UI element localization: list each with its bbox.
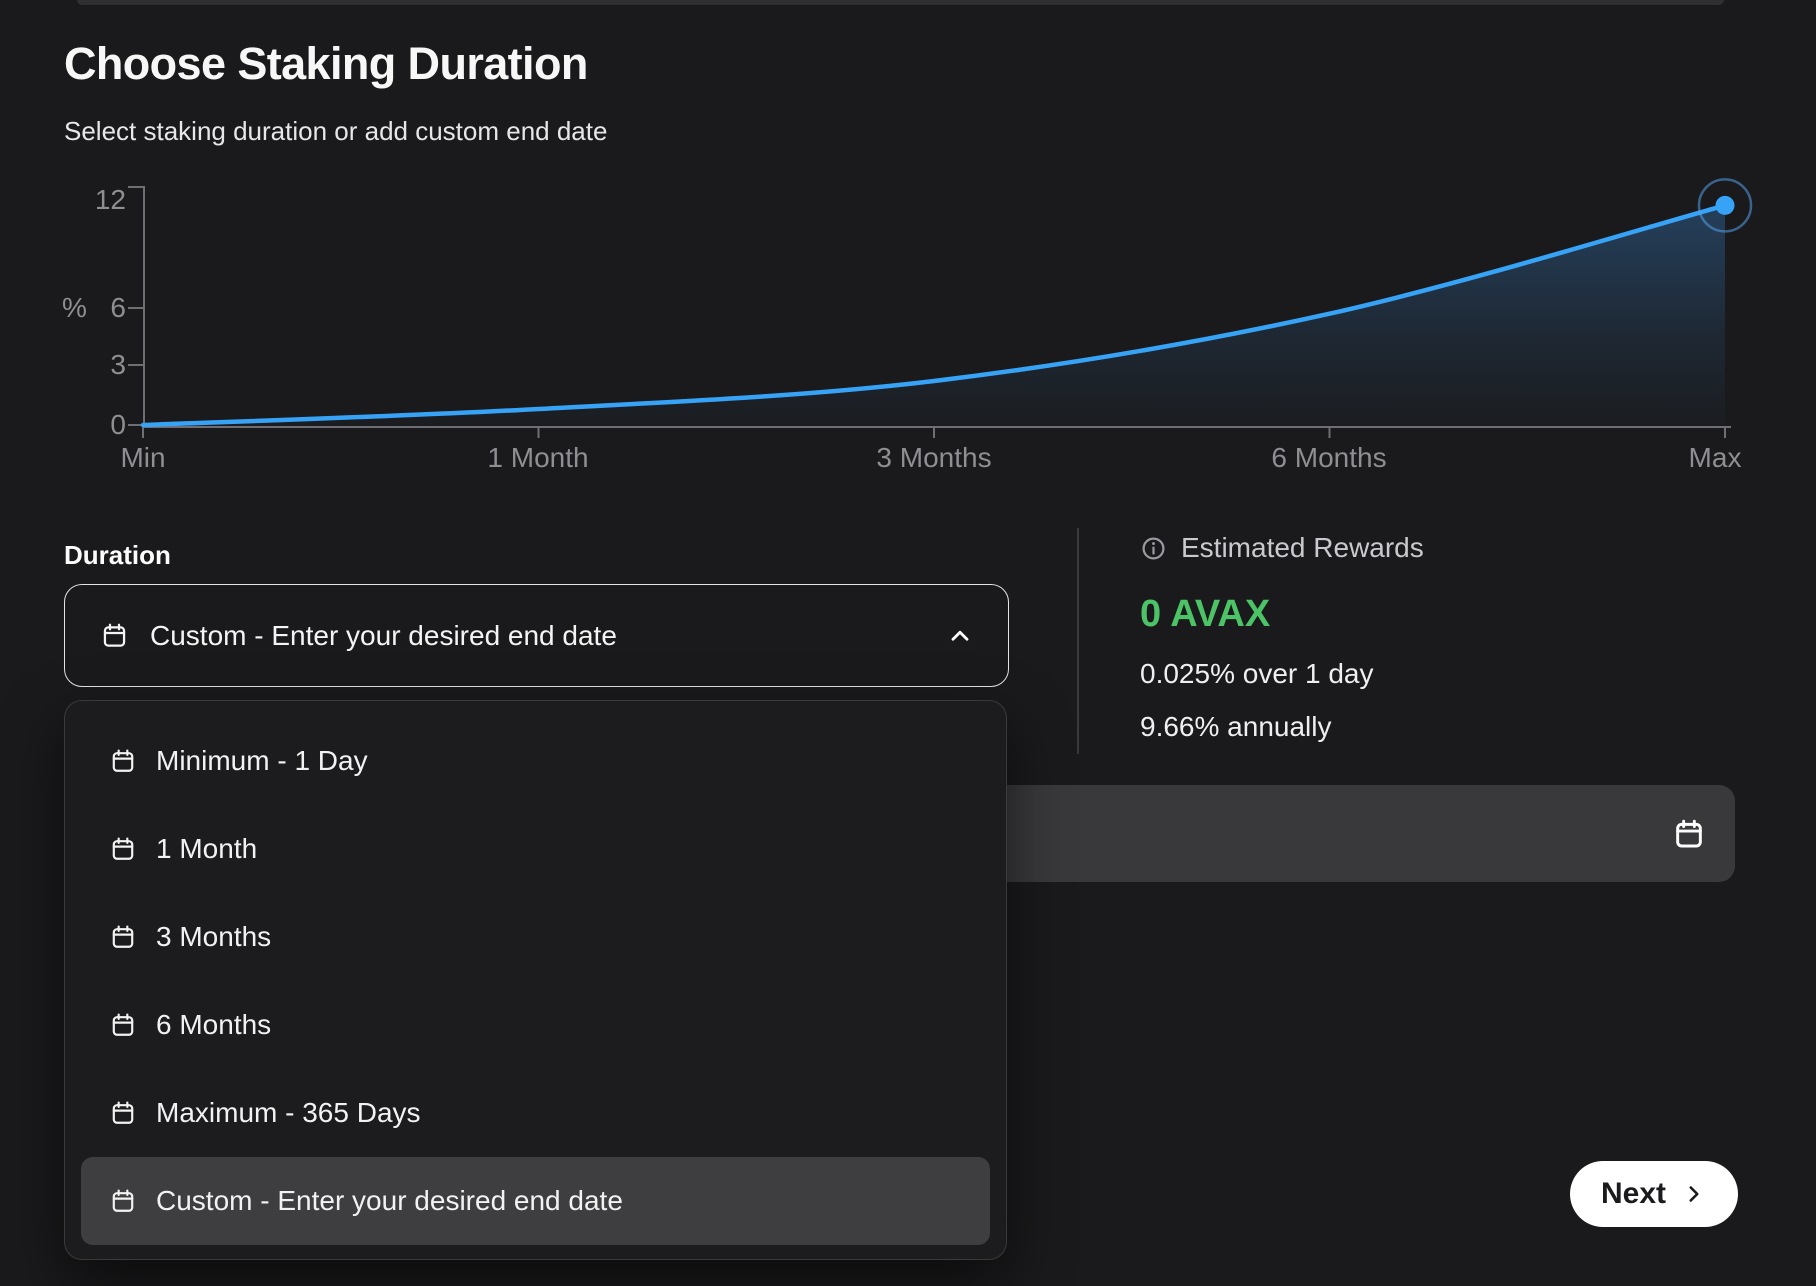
next-button[interactable]: Next [1570, 1161, 1738, 1227]
menu-item-minimum-1-day[interactable]: Minimum - 1 Day [81, 717, 990, 805]
calendar-icon [110, 1188, 136, 1214]
calendar-icon [110, 1100, 136, 1126]
menu-item-label: Minimum - 1 Day [156, 745, 368, 776]
menu-item-maximum-365-days[interactable]: Maximum - 365 Days [81, 1069, 990, 1157]
column-divider [1077, 528, 1079, 754]
calendar-icon [110, 1012, 136, 1038]
calendar-icon [110, 836, 136, 862]
endpoint-dot-icon [1715, 195, 1735, 215]
duration-options-menu: Minimum - 1 Day 1 Month 3 Months 6 Months Ma… [64, 700, 1007, 1260]
y-tick-3: 3 [110, 349, 126, 380]
menu-item-1-month[interactable]: 1 Month [81, 805, 990, 893]
info-icon [1140, 535, 1167, 562]
duration-selected-value: Custom - Enter your desired end date [150, 619, 617, 651]
open-date-picker-button[interactable] [1673, 818, 1705, 850]
next-button-label: Next [1600, 1177, 1667, 1210]
chart-axes [128, 186, 1731, 438]
duration-field-label: Duration [64, 540, 171, 570]
duration-select-button[interactable]: Custom - Enter your desired end date [64, 584, 1009, 687]
rewards-rate-period: 0.025% over 1 day [1140, 658, 1374, 689]
y-tick-12: 12 [94, 184, 126, 215]
panel-top-edge [77, 0, 1724, 5]
menu-item-label: 1 Month [156, 833, 258, 864]
page-subtitle: Select staking duration or add custom en… [64, 116, 608, 146]
calendar-icon [110, 748, 136, 774]
x-tick-6-months: 6 Months [1271, 442, 1387, 473]
y-tick-0: 0 [110, 409, 126, 440]
menu-item-label: 3 Months [156, 921, 272, 952]
x-tick-min: Min [120, 442, 166, 473]
page-title: Choose Staking Duration [64, 38, 588, 89]
menu-item-label: 6 Months [156, 1009, 272, 1040]
calendar-icon [1673, 818, 1705, 850]
y-axis-unit: % [62, 292, 87, 323]
chart-line [140, 203, 1728, 428]
y-tick-6: 6 [110, 292, 126, 323]
menu-item-label: Custom - Enter your desired end date [156, 1185, 623, 1216]
chevron-right-icon [1681, 1181, 1707, 1207]
calendar-icon [101, 622, 128, 649]
rewards-rate-annual: 9.66% annually [1140, 711, 1332, 742]
estimated-rewards-label: Estimated Rewards [1181, 532, 1424, 563]
menu-item-6-months[interactable]: 6 Months [81, 981, 990, 1069]
estimated-rewards-header: Estimated Rewards [1140, 530, 1424, 566]
rewards-amount: 0 AVAX [1140, 593, 1271, 635]
chevron-up-icon [946, 622, 974, 650]
endpoint-ring-icon [1697, 178, 1753, 233]
x-axis-ticks [142, 427, 1726, 438]
menu-item-label: Maximum - 365 Days [156, 1097, 421, 1128]
x-tick-1-month: 1 Month [487, 442, 589, 473]
x-tick-3-months: 3 Months [876, 442, 992, 473]
chart-endpoint-handle[interactable] [1697, 178, 1753, 233]
menu-item-3-months[interactable]: 3 Months [81, 893, 990, 981]
calendar-icon [110, 924, 136, 950]
menu-item-custom-enter-your-desired-end-date[interactable]: Custom - Enter your desired end date [81, 1157, 990, 1245]
chart-area-fill [143, 205, 1725, 427]
x-tick-max: Max [1688, 442, 1742, 473]
